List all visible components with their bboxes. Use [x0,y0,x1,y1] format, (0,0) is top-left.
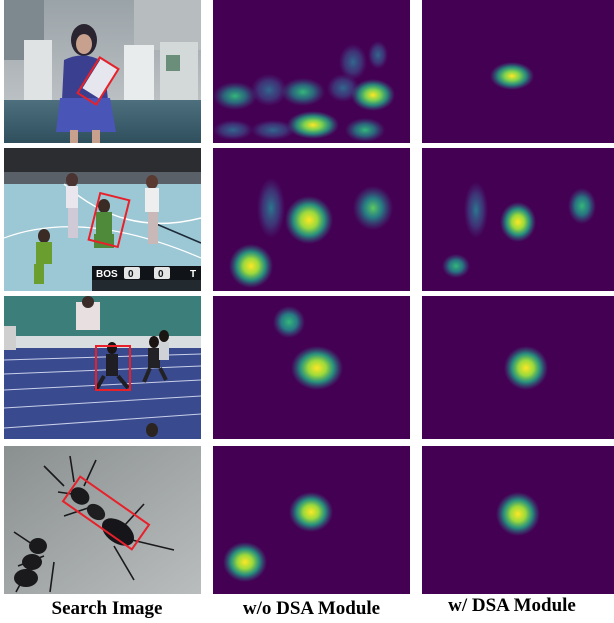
search-image-row2: BOS 0 0 T [4,148,201,291]
search-image-row3 [4,296,201,439]
search-image-row4 [4,446,201,594]
heatmap-without-dsa-row4 [213,446,410,594]
column-label-without-dsa: w/o DSA Module [242,598,381,619]
column-label-search-image: Search Image [51,598,163,619]
heatmap-with-dsa-row1 [422,0,614,143]
column-label-with-dsa: w/ DSA Module [448,595,576,616]
heatmap-with-dsa-row4 [422,446,614,594]
scoreboard-team: BOS [96,269,118,280]
scoreboard-score-a: 0 [128,269,134,280]
search-image-row1 [4,0,201,143]
heatmap-without-dsa-row2 [213,148,410,291]
scoreboard-score-b: 0 [158,269,164,280]
heatmap-with-dsa-row3 [422,296,614,439]
scoreboard-team-2: T [190,269,196,280]
heatmap-without-dsa-row1 [213,0,410,143]
heatmap-without-dsa-row3 [213,296,410,439]
heatmap-with-dsa-row2 [422,148,614,291]
